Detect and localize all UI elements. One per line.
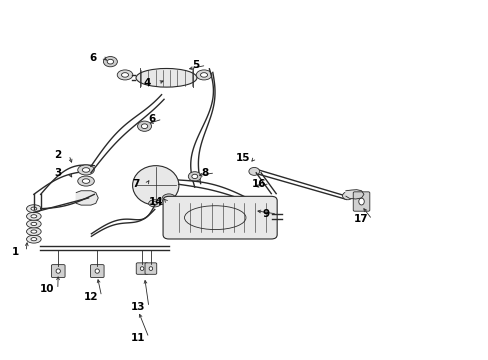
Ellipse shape [31, 230, 37, 233]
Ellipse shape [148, 200, 161, 207]
Ellipse shape [162, 194, 176, 204]
FancyBboxPatch shape [163, 196, 277, 239]
Ellipse shape [103, 57, 117, 67]
Ellipse shape [196, 70, 211, 80]
Ellipse shape [136, 68, 197, 87]
Ellipse shape [140, 267, 143, 270]
Text: 17: 17 [353, 215, 368, 224]
FancyBboxPatch shape [51, 265, 65, 278]
Ellipse shape [78, 165, 94, 175]
Text: 15: 15 [236, 153, 250, 163]
Text: 12: 12 [83, 292, 98, 302]
Text: 6: 6 [148, 114, 155, 124]
Text: 2: 2 [55, 150, 61, 160]
Ellipse shape [342, 192, 352, 200]
Text: 8: 8 [201, 168, 208, 178]
Ellipse shape [26, 228, 41, 235]
Ellipse shape [132, 166, 179, 205]
Ellipse shape [26, 205, 41, 213]
FancyBboxPatch shape [352, 192, 369, 211]
Ellipse shape [26, 235, 41, 243]
Text: 1: 1 [12, 247, 19, 257]
Text: 5: 5 [192, 60, 199, 70]
Text: 10: 10 [40, 284, 54, 294]
Ellipse shape [137, 121, 151, 131]
Polygon shape [76, 191, 98, 205]
Text: 11: 11 [131, 333, 145, 343]
Ellipse shape [31, 222, 37, 226]
Ellipse shape [188, 172, 201, 181]
Text: 9: 9 [263, 209, 269, 219]
Text: 13: 13 [131, 302, 145, 312]
Text: 3: 3 [55, 168, 61, 178]
Ellipse shape [82, 179, 90, 183]
Text: 4: 4 [143, 78, 150, 88]
FancyBboxPatch shape [90, 265, 104, 278]
Text: 14: 14 [148, 197, 163, 207]
Ellipse shape [31, 207, 37, 210]
Ellipse shape [31, 238, 37, 241]
FancyBboxPatch shape [145, 263, 157, 274]
Ellipse shape [107, 59, 113, 64]
Text: 7: 7 [132, 179, 140, 189]
Text: 16: 16 [251, 179, 266, 189]
Ellipse shape [191, 174, 197, 179]
Ellipse shape [31, 215, 37, 218]
Text: 6: 6 [89, 53, 97, 63]
Ellipse shape [26, 212, 41, 220]
Ellipse shape [165, 197, 172, 201]
Ellipse shape [82, 168, 90, 172]
Ellipse shape [56, 269, 60, 273]
Ellipse shape [149, 267, 152, 270]
Ellipse shape [78, 176, 94, 186]
Ellipse shape [122, 73, 128, 77]
Ellipse shape [248, 167, 259, 175]
Ellipse shape [117, 70, 133, 80]
FancyBboxPatch shape [136, 263, 148, 274]
Ellipse shape [141, 124, 147, 129]
Ellipse shape [95, 269, 99, 273]
Ellipse shape [26, 220, 41, 228]
Ellipse shape [152, 202, 157, 205]
Ellipse shape [358, 198, 364, 205]
Polygon shape [345, 190, 363, 199]
Ellipse shape [200, 73, 207, 77]
